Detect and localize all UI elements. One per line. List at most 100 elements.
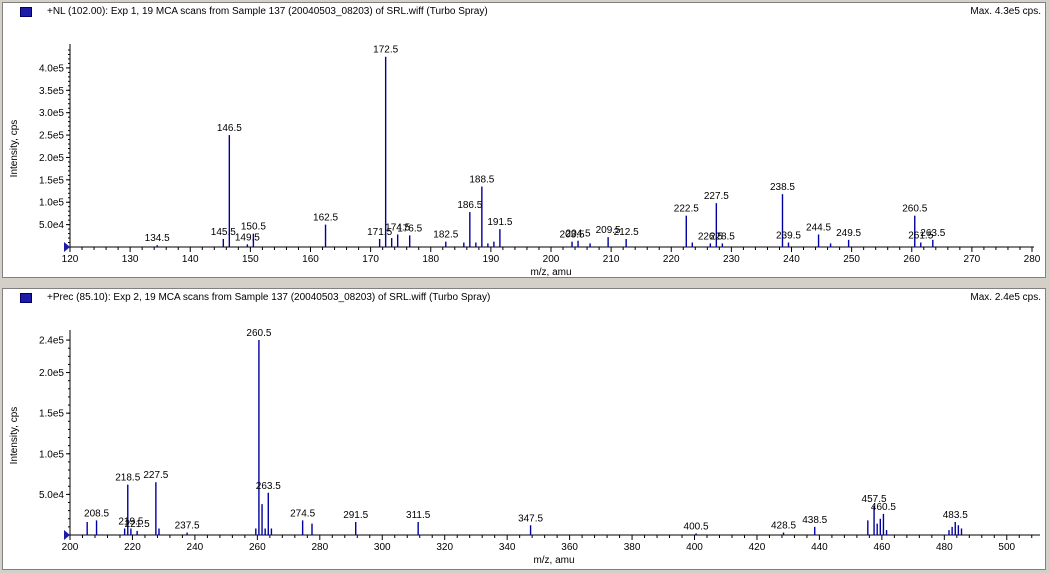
origin-arrow-icon <box>64 242 70 252</box>
y-tick-label: 2.4e5 <box>39 336 64 347</box>
y-tick-label: 1.5e5 <box>39 175 64 186</box>
y-tick-label: 5.0e4 <box>39 490 64 501</box>
peak-label: 150.5 <box>241 222 266 233</box>
peak-label: 237.5 <box>175 521 200 532</box>
y-tick-label: 2.0e5 <box>39 368 64 379</box>
x-tick-label: 280 <box>1024 254 1041 265</box>
peak-label: 212.5 <box>614 227 639 238</box>
peak-label: 188.5 <box>469 175 494 186</box>
peak-label: 226.5 <box>698 231 723 242</box>
peak-label: 172.5 <box>373 45 398 56</box>
peak-label: 191.5 <box>487 217 512 228</box>
y-tick-label: 5.0e4 <box>39 220 64 231</box>
peak-label: 260.5 <box>246 328 271 339</box>
x-axis-label: m/z, amu <box>533 555 574 566</box>
peak-label: 222.5 <box>674 204 699 215</box>
peak-label: 218.5 <box>115 473 140 484</box>
x-tick-label: 420 <box>749 542 766 553</box>
x-tick-label: 460 <box>874 542 891 553</box>
peak-label: 457.5 <box>862 494 887 505</box>
x-tick-label: 190 <box>483 254 500 265</box>
peak-label: 208.5 <box>84 508 109 519</box>
y-tick-label: 4.0e5 <box>39 63 64 74</box>
x-tick-label: 250 <box>843 254 860 265</box>
y-tick-label: 2.0e5 <box>39 153 64 164</box>
peak-label: 483.5 <box>943 510 968 521</box>
origin-arrow-icon <box>64 530 70 540</box>
peak-label: 146.5 <box>217 123 242 134</box>
x-tick-label: 260 <box>903 254 920 265</box>
peak-label: 249.5 <box>836 228 861 239</box>
x-tick-label: 400 <box>686 542 703 553</box>
peak-label: 400.5 <box>684 521 709 532</box>
x-tick-label: 380 <box>624 542 641 553</box>
spectrum-plot-top: 120 130 140 150 160 170 180 190 200 210 220 230 240 2… <box>9 44 1041 277</box>
peak-label: 209.5 <box>596 225 621 236</box>
peak-label: 221.5 <box>125 519 150 530</box>
peak-label: 182.5 <box>433 230 458 241</box>
x-tick-label: 270 <box>964 254 981 265</box>
peak-label: 260.5 <box>902 204 927 215</box>
x-tick-label: 280 <box>311 542 328 553</box>
x-tick-label: 440 <box>811 542 828 553</box>
peak-label: 263.5 <box>920 228 945 239</box>
peak-label: 263.5 <box>256 481 281 492</box>
peak-label: 239.5 <box>776 231 801 242</box>
x-tick-label: 210 <box>603 254 620 265</box>
x-axis-label: m/z, amu <box>530 267 571 277</box>
y-axis-label: Intensity, cps <box>9 120 20 178</box>
peak-label: 460.5 <box>871 502 896 513</box>
x-tick-label: 200 <box>62 542 79 553</box>
x-tick-label: 230 <box>723 254 740 265</box>
x-tick-label: 170 <box>362 254 379 265</box>
peak-label: 171.5 <box>367 227 392 238</box>
y-tick-label: 3.0e5 <box>39 108 64 119</box>
x-tick-label: 150 <box>242 254 259 265</box>
y-tick-label: 1.5e5 <box>39 409 64 420</box>
peak-label: 347.5 <box>518 513 543 524</box>
y-tick-label: 1.0e5 <box>39 198 64 209</box>
peak-label: 204.5 <box>566 229 591 240</box>
x-tick-label: 320 <box>436 542 453 553</box>
peak-label: 238.5 <box>770 182 795 193</box>
y-tick-label: 1.0e5 <box>39 449 64 460</box>
peak-label: 227.5 <box>704 191 729 202</box>
peak-label: 149.5 <box>235 232 260 243</box>
x-tick-label: 360 <box>561 542 578 553</box>
x-tick-label: 260 <box>249 542 266 553</box>
x-tick-label: 500 <box>998 542 1015 553</box>
x-tick-label: 160 <box>302 254 319 265</box>
peak-label: 176.5 <box>397 223 422 234</box>
spectrum-panel-top: +NL (102.00): Exp 1, 19 MCA scans from S… <box>2 2 1046 278</box>
spectrum-plot-bottom: 200 220 240 260 280 300 320 340 360 380 400 420 440 4… <box>9 328 1040 566</box>
peak-label: 134.5 <box>145 233 170 244</box>
chart-title: +Prec (85.10): Exp 2, 19 MCA scans from … <box>47 292 491 303</box>
max-intensity-label: Max. 2.4e5 cps. <box>970 292 1041 303</box>
y-tick-label: 3.5e5 <box>39 86 64 97</box>
peak-label: 438.5 <box>802 515 827 526</box>
x-tick-label: 300 <box>374 542 391 553</box>
peak-label: 186.5 <box>457 200 482 211</box>
series-marker-icon <box>20 293 32 303</box>
max-intensity-label: Max. 4.3e5 cps. <box>970 6 1041 17</box>
peak-label: 219.5 <box>118 517 143 528</box>
peak-label: 228.5 <box>710 231 735 242</box>
peak-label: 145.5 <box>211 227 236 238</box>
series-marker-icon <box>20 7 32 17</box>
x-tick-label: 480 <box>936 542 953 553</box>
peak-label: 227.5 <box>143 470 168 481</box>
peak-label: 244.5 <box>806 222 831 233</box>
x-tick-label: 340 <box>499 542 516 553</box>
x-tick-label: 220 <box>124 542 141 553</box>
x-tick-label: 200 <box>543 254 560 265</box>
spectrum-panel-bottom: +Prec (85.10): Exp 2, 19 MCA scans from … <box>2 288 1046 570</box>
peak-label: 203.5 <box>560 230 585 241</box>
peak-label: 174.5 <box>385 222 410 233</box>
y-axis-label: Intensity, cps <box>9 407 20 465</box>
x-tick-label: 220 <box>663 254 680 265</box>
peak-label: 311.5 <box>406 510 431 521</box>
x-tick-label: 180 <box>422 254 439 265</box>
peak-label: 162.5 <box>313 213 338 224</box>
x-tick-label: 120 <box>62 254 79 265</box>
peak-label: 274.5 <box>290 508 315 519</box>
